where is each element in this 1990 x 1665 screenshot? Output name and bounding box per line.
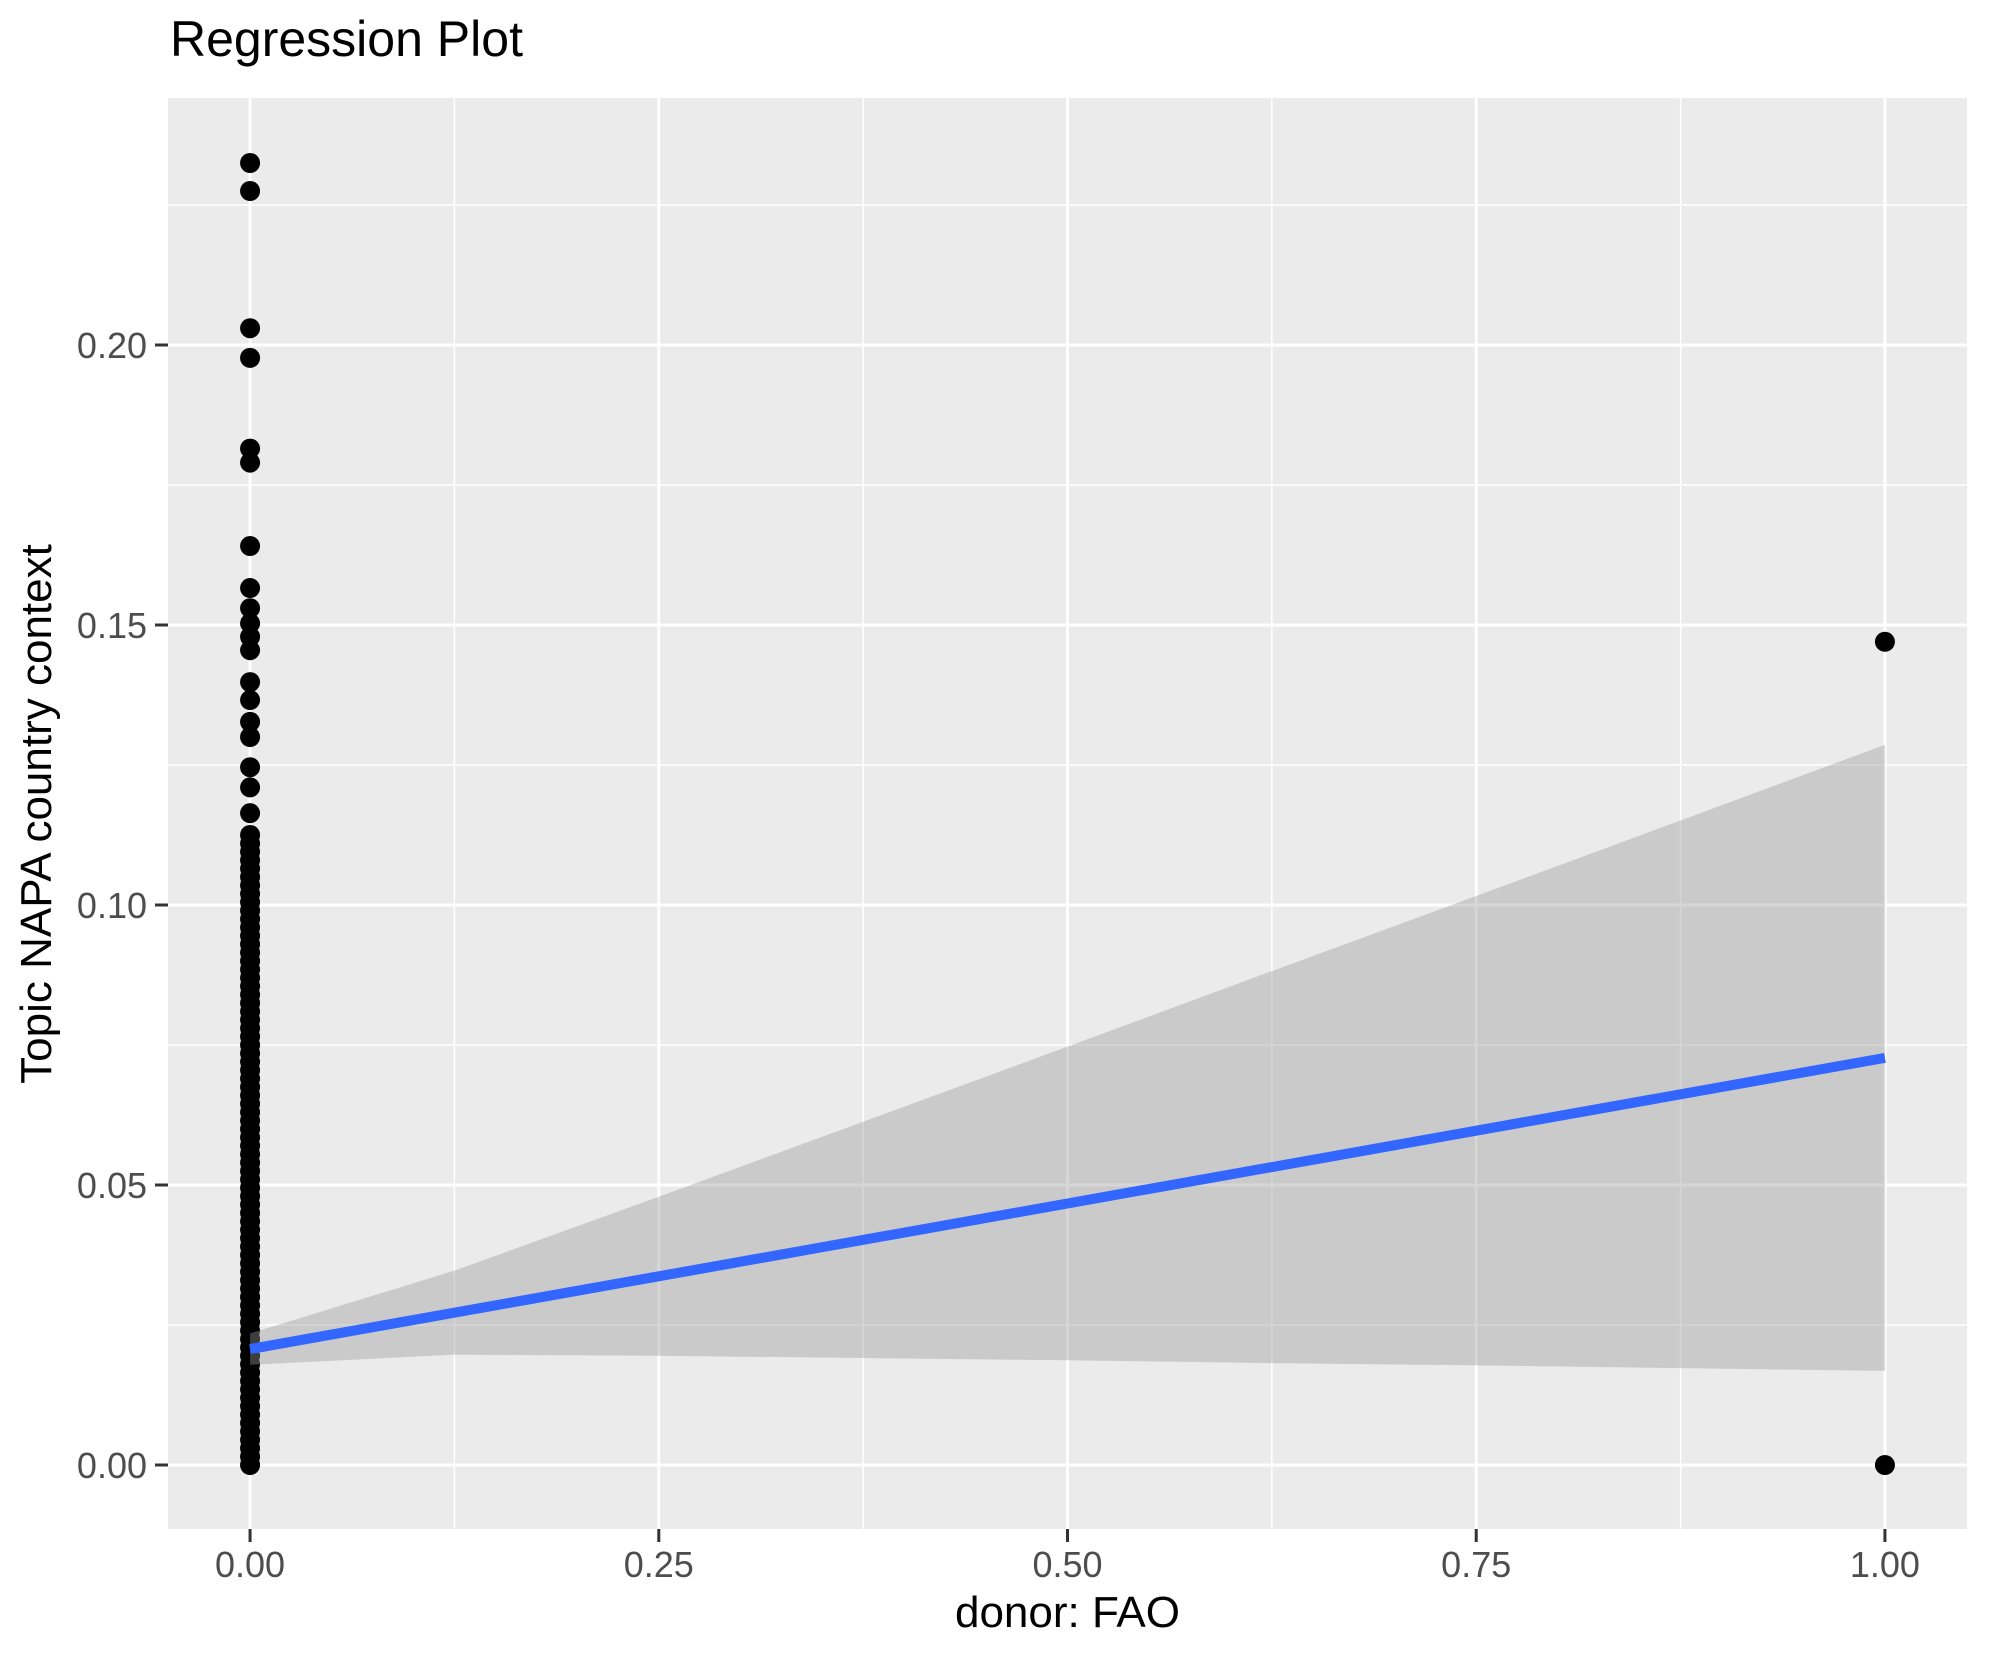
y-axis-title-box: Topic NAPA country context	[10, 98, 64, 1529]
x-axis-tick-label: 0.75	[1441, 1544, 1511, 1585]
data-point	[240, 536, 261, 557]
y-axis-tick-label: 0.10	[77, 885, 147, 926]
data-point	[240, 824, 261, 845]
data-point	[1874, 631, 1895, 652]
y-axis-title: Topic NAPA country context	[12, 543, 62, 1084]
data-point	[240, 598, 261, 619]
chart-title: Regression Plot	[170, 11, 523, 67]
y-axis-tick-label: 0.20	[77, 325, 147, 366]
x-axis-title: donor: FAO	[954, 1588, 1180, 1637]
data-point	[240, 757, 261, 778]
data-point	[240, 578, 261, 599]
data-point	[240, 690, 261, 711]
y-axis-tick-label: 0.05	[77, 1165, 147, 1206]
data-point	[240, 640, 261, 661]
data-point	[240, 726, 261, 747]
x-axis-tick-label: 1.00	[1850, 1544, 1920, 1585]
x-axis-tick-label: 0.50	[1032, 1544, 1102, 1585]
data-point	[240, 452, 261, 473]
y-axis-tick-label: 0.15	[77, 605, 147, 646]
data-point	[240, 438, 261, 459]
data-point	[1874, 1454, 1895, 1475]
data-point	[240, 152, 261, 173]
data-point	[240, 672, 261, 693]
data-point	[240, 803, 261, 824]
data-point	[240, 347, 261, 368]
confidence-ribbon	[250, 744, 1885, 1371]
data-point	[240, 180, 261, 201]
y-axis-tick-label: 0.00	[77, 1445, 147, 1486]
x-axis-tick-label: 0.25	[624, 1544, 694, 1585]
regression-line	[249, 1052, 1886, 1355]
data-point	[240, 711, 261, 732]
data-point	[240, 318, 261, 339]
x-axis-tick-label: 0.00	[215, 1544, 285, 1585]
data-point	[240, 777, 261, 798]
